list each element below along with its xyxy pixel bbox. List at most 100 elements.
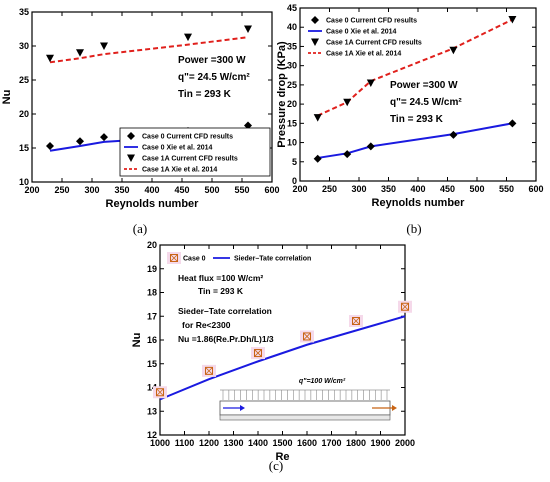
x-tick-label: 1600	[297, 438, 317, 448]
data-point-x2	[352, 317, 360, 325]
y-tick-label: 15	[19, 143, 29, 153]
x-tick-label: 600	[528, 184, 543, 194]
x-tick-label: 250	[54, 185, 69, 195]
x-axis-title: Reynolds number	[372, 197, 466, 209]
data-point	[352, 317, 360, 325]
series-line-2	[159, 315, 406, 401]
data-point-x2	[156, 388, 164, 397]
annotation-inlet-temp: Tin = 293 K	[198, 286, 244, 296]
x-tick-label: 400	[410, 184, 425, 194]
data-point	[366, 79, 375, 87]
data-point	[100, 42, 108, 50]
y-tick-label: 19	[147, 264, 157, 274]
legend-label: Case 0 Current CFD results	[326, 18, 417, 25]
annotation-heat-flux: q"= 24.5 W/cm²	[178, 72, 250, 83]
annotation-power: Power =300 W	[390, 80, 458, 91]
legend-label: Case 1A Xie et al. 2014	[142, 167, 217, 174]
y-tick-label: 15	[287, 118, 297, 128]
y-tick-label: 10	[19, 177, 29, 187]
y-tick-label: 40	[287, 22, 297, 32]
x-tick-label: 350	[114, 185, 129, 195]
x-tick-label: 450	[440, 184, 455, 194]
chart-panel-3: 1000 1100 1200 1300 1400 1500 1600 1700 1800 1900…	[131, 240, 415, 473]
data-point	[343, 98, 352, 107]
data-point	[508, 16, 517, 24]
x-tick-label: 500	[204, 185, 219, 195]
data-point-x2	[205, 367, 213, 375]
data-point	[313, 154, 322, 163]
data-point-x2	[303, 332, 311, 341]
panel-caption: (a)	[133, 221, 147, 236]
data-point	[205, 366, 213, 375]
annotation-power: Power =300 W	[178, 55, 246, 66]
legend-label: Case 0	[183, 256, 206, 263]
x-tick-label: 1200	[199, 438, 219, 448]
data-point	[254, 349, 262, 358]
legend-label: Case 0 Xie et al. 2014	[142, 145, 213, 152]
legend-label: Case 0 Current CFD results	[142, 134, 233, 141]
legend-marker	[170, 254, 178, 262]
x-tick-label: 250	[322, 184, 337, 194]
y-tick-label: 15	[147, 359, 157, 369]
x-tick-label: 1500	[272, 438, 292, 448]
data-point	[244, 121, 252, 130]
y-axis-title: Nu	[131, 333, 143, 348]
legend-marker	[127, 132, 135, 140]
x-tick-label: 1100	[175, 438, 195, 448]
x-tick-label: 2000	[395, 438, 415, 448]
x-axis-title: Re	[275, 451, 289, 463]
annotation-inlet-temp: Tin = 293 K	[178, 89, 232, 100]
x-tick-label: 300	[84, 185, 99, 195]
data-point	[156, 388, 164, 397]
y-tick-label: 45	[287, 3, 297, 13]
x-tick-label: 200	[24, 185, 39, 195]
y-tick-label: 20	[147, 240, 157, 250]
legend-box	[119, 127, 271, 177]
panel-caption: (b)	[406, 221, 421, 236]
legend-label: Case 1A Current CFD results	[142, 156, 238, 163]
data-point	[100, 133, 108, 142]
x-tick-label: 450	[174, 185, 189, 195]
data-point	[244, 25, 252, 33]
legend-label: Case 0 Xie et al. 2014	[326, 29, 397, 36]
chart-panel-2: 200 250 300 350 400 450 500 550 600 0 5 10 15 20 25 30 3…	[276, 3, 544, 236]
inset-channel-diagram: q"=100 W/cm²	[219, 378, 397, 421]
data-point-x2	[401, 302, 409, 311]
data-point	[184, 33, 192, 42]
inset-channel	[219, 400, 391, 416]
x-tick-label: 1000	[150, 438, 170, 448]
x-tick-label: 1700	[321, 438, 341, 448]
data-point	[46, 54, 54, 63]
legend-label: Sieder–Tate correlation	[234, 256, 311, 263]
series-line-4	[49, 36, 249, 64]
y-tick-label: 5	[292, 157, 297, 167]
annotation-inlet-temp: Tin = 293 K	[390, 114, 444, 125]
y-tick-label: 20	[19, 109, 29, 119]
x-tick-label: 1900	[370, 438, 390, 448]
y-tick-label: 16	[147, 335, 157, 345]
x-tick-label: 300	[351, 184, 366, 194]
y-tick-label: 25	[287, 80, 297, 90]
y-tick-label: 13	[147, 406, 157, 416]
x-tick-label: 350	[381, 184, 396, 194]
x-tick-label: 500	[469, 184, 484, 194]
panel-caption: (c)	[269, 458, 283, 473]
x-tick-label: 200	[292, 184, 307, 194]
y-tick-label: 14	[147, 383, 157, 393]
x-tick-label: 550	[499, 184, 514, 194]
legend: Case 0 Current CFD results Case 0 Xie et …	[119, 127, 271, 177]
data-point	[366, 142, 375, 151]
data-point	[313, 114, 322, 122]
y-tick-label: 35	[19, 7, 29, 17]
data-point	[76, 49, 84, 57]
y-tick-label: 17	[147, 311, 157, 321]
legend: Case 0 Sieder–Tate correlation	[167, 252, 311, 264]
data-point	[449, 130, 458, 139]
inset-inlet-arrowhead	[240, 405, 245, 411]
inset-label: q"=100 W/cm²	[299, 378, 346, 385]
inset-wall	[219, 414, 391, 421]
y-axis-title: Nu	[1, 90, 13, 105]
annotation-correlation-title: Sieder–Tate correlation	[178, 306, 272, 316]
y-tick-label: 30	[287, 61, 297, 71]
